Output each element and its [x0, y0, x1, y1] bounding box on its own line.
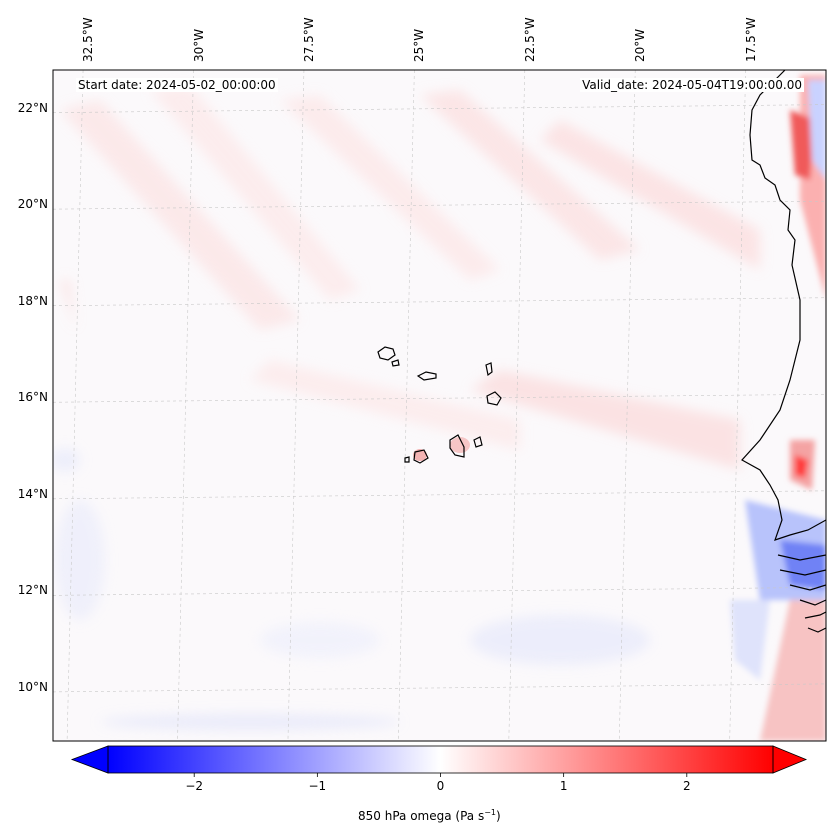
- colorbar-high-extend: [772, 745, 808, 774]
- meridian-line: [287, 69, 305, 742]
- colorbar-tick-label: 0: [436, 779, 445, 793]
- parallel-line: [52, 200, 827, 210]
- omega-field: [53, 70, 826, 741]
- parallel-line: [52, 393, 827, 403]
- guinea-bissau-coast: [799, 599, 826, 633]
- island-maio: [473, 436, 483, 448]
- lon-tick-label: 30°W: [191, 28, 206, 62]
- lon-tick-label: 25°W: [412, 28, 427, 62]
- island-fogo: [413, 449, 429, 464]
- meridian-line: [177, 69, 194, 742]
- start-date-label: Start date: 2024-05-02_00:00:00: [76, 78, 278, 92]
- parallel-line: [52, 297, 827, 307]
- colorbar-units: Pa s: [460, 809, 485, 823]
- colorbar-tick-label: −2: [185, 779, 204, 793]
- colorbar: [70, 745, 808, 777]
- coastline: [377, 70, 826, 633]
- lon-tick-label: 20°W: [633, 28, 648, 62]
- meridian-line: [508, 69, 526, 742]
- colorbar-tick-label: −1: [308, 779, 327, 793]
- map-frame: [52, 69, 827, 742]
- colorbar-fill: [108, 746, 773, 773]
- graticule: [52, 69, 827, 742]
- island-sal: [485, 362, 493, 377]
- island-brava: [404, 456, 410, 463]
- colorbar-units-exponent: −1: [484, 808, 496, 817]
- meridian-line: [398, 69, 415, 742]
- parallel-line: [52, 104, 827, 113]
- lat-tick-label: 22°N: [17, 100, 48, 115]
- island-boa-vista: [486, 391, 502, 406]
- colorbar-tick-label: 2: [682, 779, 691, 793]
- parallel-line: [52, 683, 827, 693]
- africa-coastline: [741, 70, 826, 541]
- lat-tick-label: 12°N: [17, 583, 48, 598]
- colorbar-variable: 850 hPa omega: [358, 809, 452, 823]
- lat-tick-label: 14°N: [17, 486, 48, 501]
- island-santo-antao: [377, 346, 396, 361]
- island-sao-nicolau: [416, 371, 437, 381]
- colorbar-ticks: [193, 773, 688, 777]
- lat-tick-label: 20°N: [17, 197, 48, 212]
- meridian-line: [729, 69, 746, 742]
- lon-tick-label: 22.5°W: [522, 17, 537, 62]
- colorbar-low-extend: [70, 745, 109, 774]
- parallel-line: [52, 587, 827, 596]
- lon-tick-label: 32.5°W: [81, 17, 96, 62]
- meridian-line: [66, 69, 84, 742]
- lon-tick-label: 17.5°W: [743, 17, 758, 62]
- valid-date-label: Valid_date: 2024-05-04T19:00:00.00: [580, 78, 804, 92]
- island-sao-vicente: [391, 359, 400, 367]
- lat-tick-label: 18°N: [17, 293, 48, 308]
- lat-tick-label: 10°N: [17, 679, 48, 694]
- colorbar-title: 850 hPa omega (Pa s−1): [358, 808, 501, 823]
- lat-tick-label: 16°N: [17, 390, 48, 405]
- parallel-line: [52, 490, 827, 500]
- gambia-senegal-coast: [777, 554, 826, 591]
- lon-tick-label: 27.5°W: [301, 17, 316, 62]
- colorbar-tick-label: 1: [559, 779, 568, 793]
- island-santiago: [449, 434, 465, 458]
- meridian-line: [618, 69, 636, 742]
